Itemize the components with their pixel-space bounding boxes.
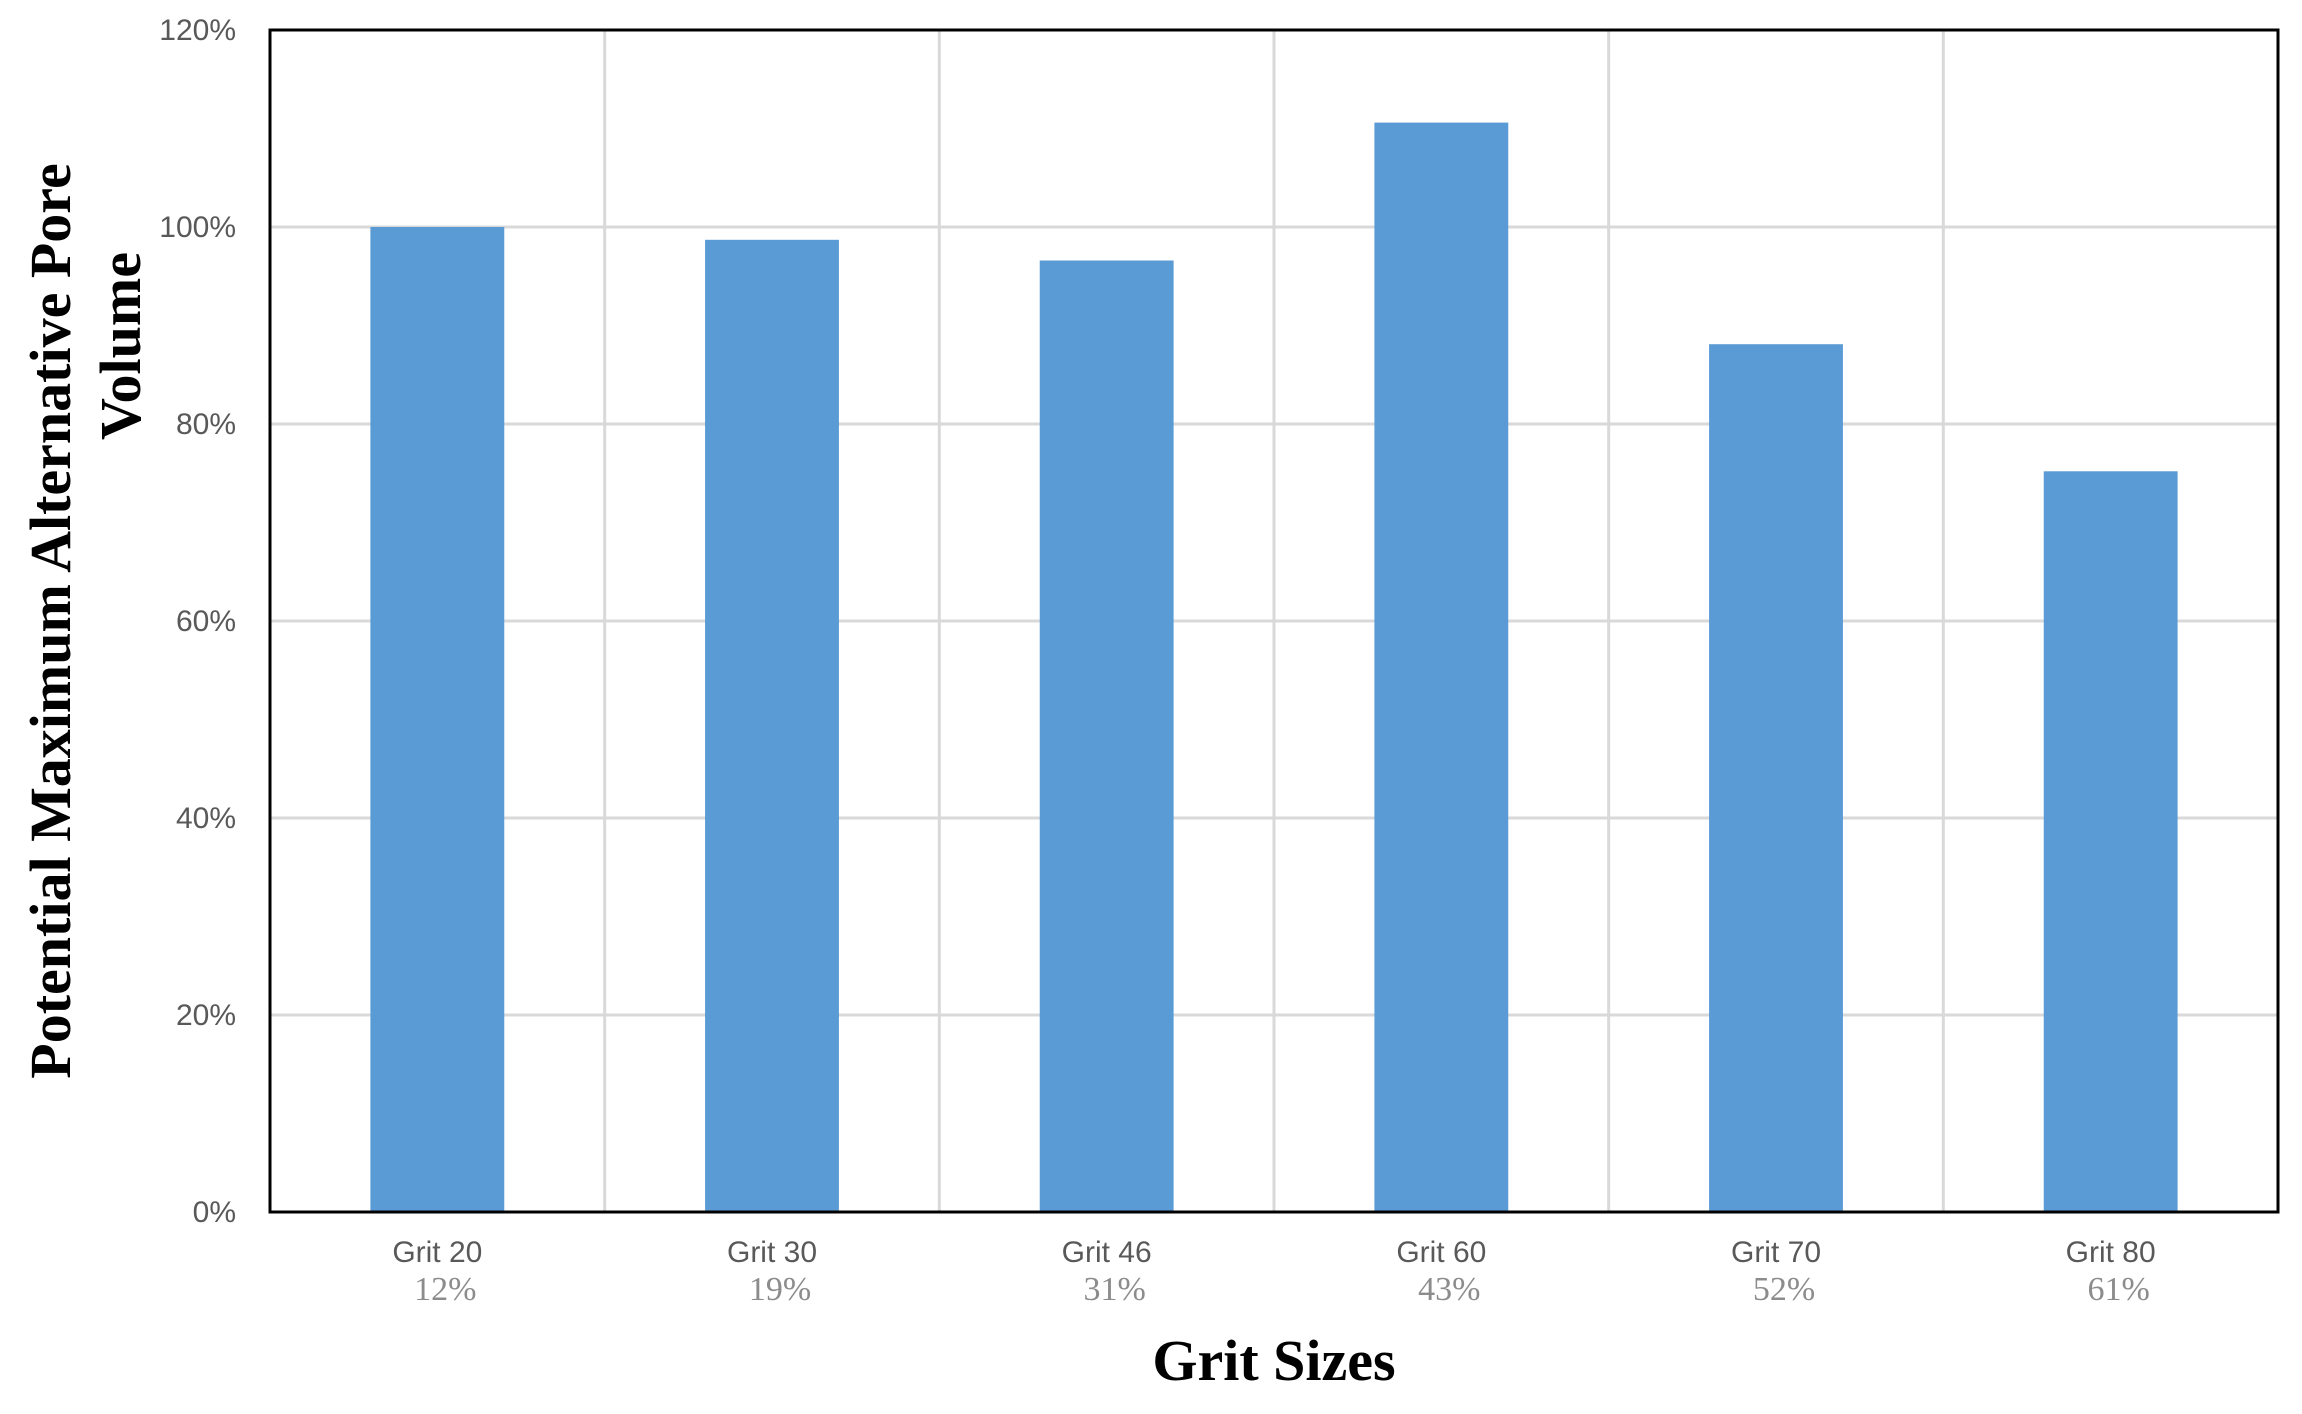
x-tick-sublabel: 52% (1753, 1271, 1815, 1308)
grid-layer (270, 28, 2278, 1214)
bar (2043, 471, 2178, 1212)
y-tick-label: 60% (176, 605, 236, 638)
x-tick-sublabel: 61% (2088, 1271, 2150, 1308)
x-tick-label: Grit 20 (392, 1236, 482, 1269)
y-tick-label: 120% (159, 14, 236, 47)
plot-frame (268, 28, 2280, 1214)
y-tick-label: 40% (176, 802, 236, 835)
bars-layer (370, 122, 2178, 1213)
x-tick-sublabel: 43% (1418, 1271, 1480, 1308)
y-axis-title-line-2: Volume (88, 252, 153, 440)
x-tick-label: Grit 46 (1062, 1236, 1152, 1269)
x-axis-title: Grit Sizes (1152, 1328, 1395, 1393)
y-tick-label: 0% (193, 1196, 236, 1229)
x-tick-label: Grit 30 (727, 1236, 817, 1269)
y-tick-labels: 0% 20% 40% 60% 80% 100% 120% (159, 14, 236, 1229)
bar (1709, 344, 1843, 1213)
x-tick-sublabel: 12% (414, 1271, 476, 1308)
y-tick-label: 20% (176, 999, 236, 1032)
bar (1039, 260, 1174, 1212)
y-tick-label: 100% (159, 211, 236, 244)
y-tick-label: 80% (176, 408, 236, 441)
x-tick-label: Grit 60 (1396, 1236, 1486, 1269)
x-tick-sublabel: 31% (1084, 1271, 1146, 1308)
x-tick-label: Grit 70 (1731, 1236, 1821, 1269)
y-axis-title-line-1: Potential Maximum Alternative Pore (18, 163, 83, 1078)
x-tick-sublabel: 19% (749, 1271, 811, 1308)
y-axis-title: Potential Maximum Alternative Pore Volum… (18, 163, 153, 1078)
bar (370, 227, 505, 1212)
bar (705, 239, 839, 1212)
bar (1374, 122, 1509, 1213)
x-tick-label: Grit 80 (2066, 1236, 2156, 1269)
